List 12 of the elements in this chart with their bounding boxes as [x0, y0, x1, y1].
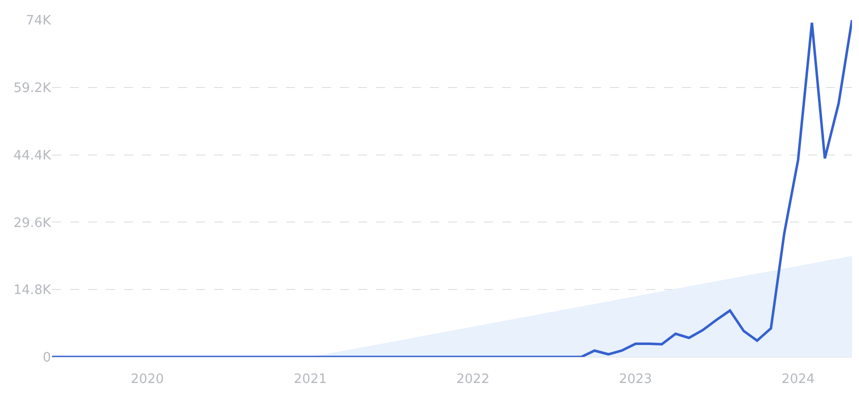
line-series — [52, 20, 852, 357]
y-tick-label: 74K — [26, 14, 52, 29]
x-tick-label: 2023 — [618, 372, 652, 387]
y-tick-label: 59.2K — [14, 80, 52, 96]
x-tick-label: 2021 — [294, 372, 327, 387]
y-tick-label: 0 — [42, 350, 51, 366]
y-tick-label: 29.6K — [14, 216, 52, 231]
y-tick-label: 44.4K — [14, 148, 52, 164]
x-tick-label: 2022 — [456, 372, 490, 387]
y-tick-label: 14.8K — [14, 283, 52, 298]
x-tick-label: 2020 — [130, 372, 164, 387]
x-tick-label: 2024 — [782, 372, 815, 387]
